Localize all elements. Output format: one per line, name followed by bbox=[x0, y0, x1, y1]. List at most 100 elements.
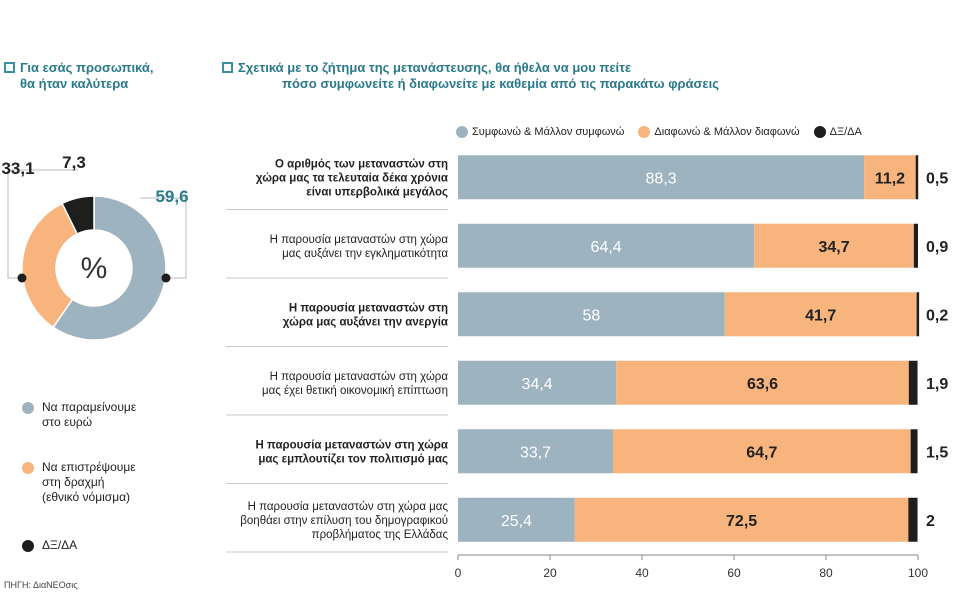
bracket-dot-icon bbox=[17, 273, 27, 283]
right-title-line1: Σχετικά με το ζήτημα της μετανάστευσης, … bbox=[238, 60, 632, 75]
category-label: μας αυξάνει την εγκληματικότητα bbox=[282, 248, 448, 260]
bracket-dot-icon bbox=[161, 273, 171, 283]
dk-value-label: 0,9 bbox=[926, 239, 948, 256]
bar-value-label: 63,6 bbox=[747, 376, 778, 393]
legend-label: Να παραμείνουμε bbox=[42, 400, 137, 414]
bar-value-label: 11,2 bbox=[875, 170, 905, 187]
legend-label: (εθνικό νόμισμα) bbox=[42, 490, 131, 504]
category-label: Η παρουσία μεταναστών στη χώρα bbox=[270, 371, 449, 383]
legend-dot-icon bbox=[22, 540, 34, 552]
x-tick-label: 0 bbox=[455, 566, 462, 580]
legend-dot-icon bbox=[22, 462, 34, 474]
legend-label: ΔΞ/ΔΑ bbox=[829, 126, 862, 138]
bar-value-label: 34,4 bbox=[522, 376, 553, 393]
dk-value-label: 2 bbox=[926, 513, 935, 530]
category-label: είναι υπερβολικά μεγάλος bbox=[306, 186, 448, 198]
donut-slice bbox=[52, 195, 167, 341]
left-title-line2: θα ήταν καλύτερα bbox=[20, 76, 129, 91]
bar-value-label: 64,4 bbox=[591, 239, 622, 256]
title-square-icon bbox=[4, 62, 15, 73]
bar-segment bbox=[916, 292, 920, 337]
legend-label: στο ευρώ bbox=[42, 415, 93, 429]
donut-legend-euro: Να παραμείνουμε στο ευρώ bbox=[22, 400, 136, 430]
bar-segment bbox=[458, 360, 617, 405]
bar-segment bbox=[574, 497, 909, 542]
legend-dot-icon bbox=[813, 126, 826, 138]
donut-legend-drachma: Να επιστρέψουμε στη δραχμή (εθνικό νόμισ… bbox=[22, 460, 136, 505]
bar-segment bbox=[613, 429, 911, 474]
category-label: μας έχει θετική οικονομική επίπτωση bbox=[262, 385, 448, 397]
category-label: προβλήματος της Ελλάδας bbox=[312, 529, 449, 541]
bar-segment bbox=[915, 155, 919, 200]
legend-dot-icon bbox=[456, 126, 468, 138]
bracket-line bbox=[7, 169, 78, 279]
left-title-line1: Για εσάς προσωπικά, bbox=[20, 60, 154, 75]
bar-segment bbox=[458, 155, 865, 200]
donut-center-label: % bbox=[81, 252, 108, 285]
x-tick-label: 40 bbox=[635, 566, 649, 580]
bar-value-label: 58 bbox=[583, 307, 601, 324]
legend-label: ΔΞ/ΔΑ bbox=[42, 538, 78, 552]
dk-value-label: 1,9 bbox=[926, 376, 948, 393]
bar-value-label: 64,7 bbox=[746, 444, 777, 461]
bar-segment bbox=[908, 497, 918, 542]
right-title-line2: πόσο συμφωνείτε ή διαφωνείτε με καθεμία … bbox=[282, 76, 719, 91]
category-label: Η παρουσία μεταναστών στη bbox=[289, 302, 448, 314]
legend-item-dk: ΔΞ/ΔΑ bbox=[813, 126, 862, 138]
category-label: χώρα μας αυξάνει την ανεργία bbox=[283, 316, 448, 328]
donut-slice bbox=[61, 195, 95, 235]
source-note: ΠΗΓΗ: ΔιαΝΕΟσις bbox=[4, 580, 78, 590]
legend-label: στη δραχμή bbox=[42, 475, 105, 489]
bar-value-label: 41,7 bbox=[805, 307, 836, 324]
bar-value-label: 72,5 bbox=[726, 513, 757, 530]
category-label: Η παρουσία μεταναστών στη χώρα μας bbox=[248, 501, 449, 513]
category-label: μας εμπλουτίζει τον πολιτισμό μας bbox=[258, 453, 448, 465]
bar-value-label: 34,7 bbox=[818, 239, 849, 256]
bar-value-label: 25,4 bbox=[501, 513, 532, 530]
dk-value-label: 0,5 bbox=[926, 170, 948, 187]
category-label: Η παρουσία μεταναστών στη χώρα bbox=[270, 234, 449, 246]
right-panel-title: Σχετικά με το ζήτημα της μετανάστευσης, … bbox=[222, 60, 742, 92]
bar-segment bbox=[913, 223, 918, 268]
category-label: βοηθάει στην επίλυση του δημογραφικού bbox=[240, 515, 448, 527]
legend-label: Συμφωνώ & Μάλλον συμφωνώ bbox=[472, 126, 625, 138]
legend-label: Να επιστρέψουμε bbox=[42, 460, 136, 474]
x-tick-label: 80 bbox=[819, 566, 833, 580]
bar-segment bbox=[616, 360, 909, 405]
legend-dot-icon bbox=[638, 126, 651, 138]
donut-slice bbox=[21, 202, 79, 329]
bar-segment bbox=[458, 223, 755, 268]
donut-value-label: 59,6 bbox=[155, 187, 188, 206]
x-tick-label: 60 bbox=[727, 566, 741, 580]
legend-dot-icon bbox=[22, 402, 34, 414]
left-panel-title: Για εσάς προσωπικά, θα ήταν καλύτερα bbox=[4, 60, 194, 92]
bar-segment bbox=[458, 429, 614, 474]
bar-segment bbox=[864, 155, 916, 200]
bar-segment bbox=[458, 497, 575, 542]
bar-segment bbox=[754, 223, 914, 268]
bar-segment bbox=[724, 292, 917, 337]
legend-label: Διαφωνώ & Μάλλον διαφωνώ bbox=[654, 126, 800, 138]
dk-value-label: 0,2 bbox=[926, 307, 948, 324]
x-tick-label: 100 bbox=[908, 566, 928, 580]
donut-value-label: 33,1 bbox=[1, 159, 34, 178]
legend-item-agree: Συμφωνώ & Μάλλον συμφωνώ bbox=[456, 126, 624, 138]
bar-legend: Συμφωνώ & Μάλλον συμφωνώ Διαφωνώ & Μάλλο… bbox=[456, 126, 862, 138]
donut-legend-dk: ΔΞ/ΔΑ bbox=[22, 538, 77, 553]
x-tick-label: 20 bbox=[543, 566, 557, 580]
donut-chart: % 59,6 33,1 7,3 bbox=[1, 153, 189, 341]
category-label: Ο αριθμός των μεταναστών στη bbox=[275, 158, 448, 170]
bar-value-label: 33,7 bbox=[520, 444, 551, 461]
title-square-icon bbox=[222, 62, 233, 73]
donut-value-label: 7,3 bbox=[62, 153, 86, 172]
category-label: Η παρουσία μεταναστών στη χώρα bbox=[255, 439, 448, 451]
dk-value-label: 1,5 bbox=[926, 444, 948, 461]
bar-segment bbox=[908, 360, 918, 405]
bar-segment bbox=[910, 429, 918, 474]
bracket-line bbox=[140, 197, 187, 279]
legend-item-disagree: Διαφωνώ & Μάλλον διαφωνώ bbox=[638, 126, 800, 138]
bar-value-label: 88,3 bbox=[646, 170, 677, 187]
category-label: χώρα μας τα τελευταία δέκα χρόνια bbox=[256, 172, 448, 184]
bar-segment bbox=[458, 292, 725, 337]
